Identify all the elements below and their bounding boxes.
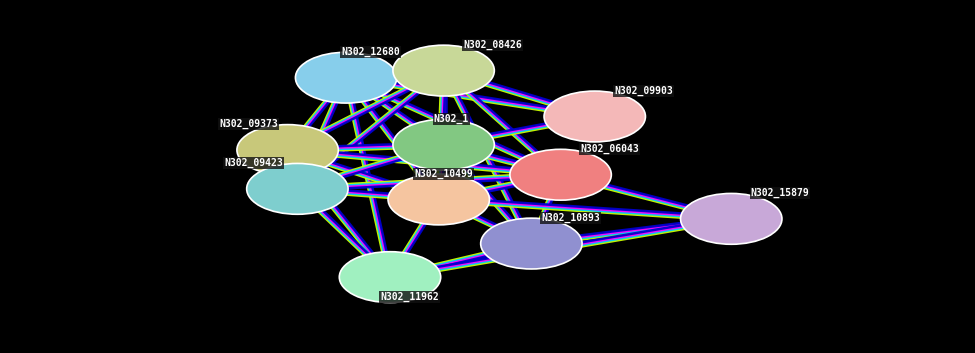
Text: N302_09903: N302_09903 xyxy=(614,85,673,96)
Text: N302_06043: N302_06043 xyxy=(580,144,639,154)
Ellipse shape xyxy=(295,52,397,103)
Ellipse shape xyxy=(388,174,489,225)
Text: N302_1: N302_1 xyxy=(434,114,469,124)
Text: N302_15879: N302_15879 xyxy=(751,188,809,198)
Text: N302_10893: N302_10893 xyxy=(541,213,600,223)
Text: N302_12680: N302_12680 xyxy=(341,47,400,57)
Ellipse shape xyxy=(681,193,782,244)
Text: N302_09423: N302_09423 xyxy=(224,158,283,168)
Ellipse shape xyxy=(393,45,494,96)
Ellipse shape xyxy=(339,252,441,303)
Text: N302_08426: N302_08426 xyxy=(463,40,522,50)
Ellipse shape xyxy=(481,218,582,269)
Text: N302_11962: N302_11962 xyxy=(380,292,439,302)
Ellipse shape xyxy=(247,163,348,214)
Ellipse shape xyxy=(510,149,611,200)
Ellipse shape xyxy=(393,119,494,170)
Text: N302_09373: N302_09373 xyxy=(219,119,278,129)
Ellipse shape xyxy=(544,91,645,142)
Text: N302_10499: N302_10499 xyxy=(414,168,473,179)
Ellipse shape xyxy=(237,125,338,175)
